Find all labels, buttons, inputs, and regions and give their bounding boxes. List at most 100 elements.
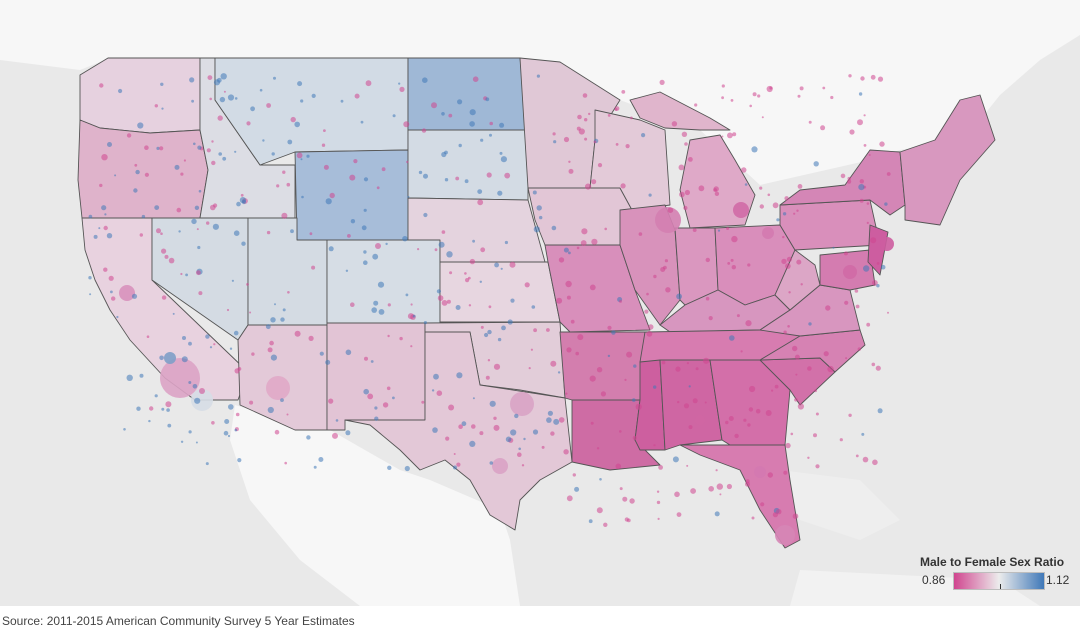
county-bubble bbox=[588, 112, 591, 116]
county-bubble bbox=[714, 191, 720, 196]
county-bubble bbox=[185, 273, 189, 277]
county-bubble bbox=[728, 416, 734, 421]
county-bubble bbox=[469, 121, 475, 127]
county-bubble bbox=[603, 522, 608, 527]
county-bubble bbox=[848, 413, 852, 417]
county-bubble bbox=[218, 152, 222, 156]
county-bubble bbox=[188, 341, 192, 346]
county-bubble bbox=[436, 390, 443, 397]
county-bubble bbox=[843, 265, 857, 279]
county-bubble bbox=[273, 76, 276, 80]
county-bubble bbox=[387, 465, 392, 470]
county-bubble bbox=[149, 406, 154, 411]
county-bubble bbox=[164, 254, 169, 259]
county-bubble bbox=[477, 199, 484, 206]
county-bubble bbox=[800, 283, 803, 286]
county-bubble bbox=[661, 360, 666, 365]
county-bubble bbox=[364, 356, 368, 361]
county-bubble bbox=[808, 322, 812, 326]
county-bubble bbox=[813, 433, 817, 438]
county-bubble bbox=[660, 267, 666, 272]
county-bubble bbox=[546, 417, 552, 423]
state-south-dakota bbox=[407, 129, 529, 201]
county-bubble bbox=[714, 511, 720, 517]
county-bubble bbox=[385, 242, 388, 246]
county-bubble bbox=[154, 394, 158, 398]
county-bubble bbox=[518, 447, 521, 451]
county-bubble bbox=[568, 251, 571, 255]
county-bubble bbox=[674, 491, 680, 498]
county-bubble bbox=[160, 82, 164, 87]
county-bubble bbox=[134, 163, 138, 167]
county-bubble bbox=[493, 416, 497, 420]
county-bubble bbox=[284, 461, 288, 465]
legend-gradient-bar bbox=[953, 572, 1045, 590]
county-bubble bbox=[363, 388, 370, 395]
county-bubble bbox=[180, 272, 183, 276]
county-bubble bbox=[646, 292, 649, 296]
county-bubble bbox=[782, 235, 785, 239]
county-bubble bbox=[765, 410, 772, 416]
county-bubble bbox=[795, 373, 798, 376]
county-bubble bbox=[375, 243, 381, 249]
county-bubble bbox=[350, 302, 355, 308]
county-bubble bbox=[626, 351, 633, 358]
us-map[interactable] bbox=[0, 0, 1080, 606]
county-bubble bbox=[855, 454, 859, 458]
county-bubble bbox=[716, 483, 723, 490]
county-bubble bbox=[536, 74, 541, 78]
county-bubble bbox=[372, 253, 379, 260]
county-bubble bbox=[871, 362, 876, 367]
county-bubble bbox=[597, 163, 603, 168]
county-bubble bbox=[445, 436, 450, 441]
county-bubble bbox=[363, 177, 369, 182]
county-bubble bbox=[421, 400, 425, 404]
county-bubble bbox=[441, 300, 448, 306]
county-bubble bbox=[774, 384, 779, 389]
county-bubble bbox=[222, 156, 227, 161]
county-bubble bbox=[480, 138, 484, 142]
county-bubble bbox=[581, 228, 588, 235]
county-bubble bbox=[849, 129, 855, 135]
county-bubble bbox=[469, 440, 476, 447]
county-bubble bbox=[632, 398, 636, 402]
county-bubble bbox=[374, 416, 379, 421]
county-bubble bbox=[472, 397, 475, 400]
county-bubble bbox=[787, 325, 790, 328]
county-bubble bbox=[719, 493, 722, 496]
county-bubble bbox=[172, 312, 175, 315]
map-canvas[interactable] bbox=[0, 0, 1080, 606]
county-bubble bbox=[456, 372, 463, 379]
county-bubble bbox=[118, 88, 123, 94]
county-bubble bbox=[119, 285, 135, 301]
county-bubble bbox=[507, 319, 513, 325]
county-bubble bbox=[591, 238, 598, 245]
county-bubble bbox=[492, 458, 508, 474]
county-bubble bbox=[748, 407, 754, 412]
county-bubble bbox=[820, 125, 826, 131]
county-bubble bbox=[363, 250, 367, 254]
county-bubble bbox=[589, 284, 596, 291]
county-bubble bbox=[360, 120, 364, 124]
legend-max-label: 1.12 bbox=[1046, 573, 1070, 587]
county-bubble bbox=[410, 303, 413, 306]
county-bubble bbox=[308, 335, 314, 341]
county-bubble bbox=[823, 351, 829, 357]
county-bubble bbox=[743, 418, 747, 422]
county-bubble bbox=[361, 225, 367, 231]
county-bubble bbox=[486, 172, 492, 178]
county-bubble bbox=[223, 430, 229, 436]
county-bubble bbox=[406, 160, 409, 164]
county-bubble bbox=[683, 403, 690, 409]
county-bubble bbox=[872, 280, 878, 286]
county-bubbles bbox=[88, 73, 894, 545]
county-bubble bbox=[797, 94, 801, 98]
county-bubble bbox=[664, 259, 669, 263]
county-bubble bbox=[446, 251, 453, 258]
county-bubble bbox=[349, 174, 356, 181]
county-bubble bbox=[161, 295, 167, 300]
county-bubble bbox=[688, 157, 693, 162]
county-bubble bbox=[386, 386, 391, 391]
county-bubble bbox=[607, 114, 611, 117]
county-bubble bbox=[653, 385, 657, 389]
